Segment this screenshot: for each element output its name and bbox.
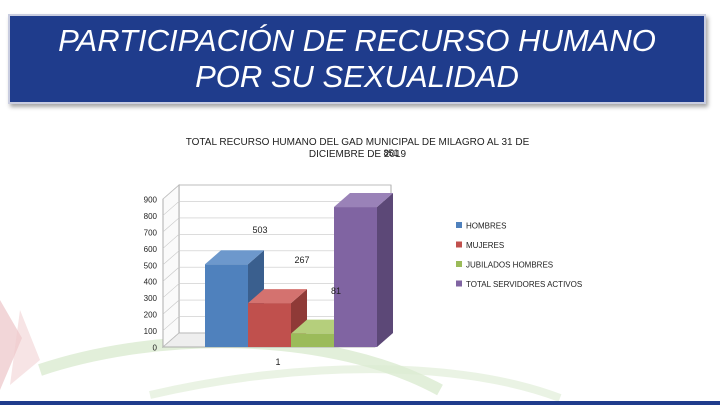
- y-tick-label: 100: [144, 327, 158, 336]
- slide-title-line-1: PARTICIPACIÓN DE RECURSO HUMANO: [58, 23, 656, 58]
- gridline: [162, 299, 391, 315]
- legend-label: JUBILADOS HOMBRES: [466, 261, 553, 270]
- y-tick-label: 200: [144, 311, 158, 320]
- chart-title: TOTAL RECURSO HUMANO DEL GAD MUNICIPAL D…: [180, 137, 535, 161]
- chart-title-line-2: DICIEMBRE DE 2019: [308, 149, 407, 160]
- gridline: [162, 316, 391, 331]
- chart-side-wall: [162, 184, 180, 348]
- legend-swatch: [456, 241, 462, 248]
- y-tick-label: 900: [144, 196, 158, 205]
- bar-top: [248, 289, 307, 304]
- legend-swatch: [456, 280, 462, 287]
- bar-top: [205, 250, 264, 265]
- data-label: 81: [331, 286, 341, 296]
- gridline: [162, 234, 391, 249]
- legend-swatch: [456, 222, 462, 228]
- bar: [334, 207, 377, 347]
- bar-side: [377, 193, 393, 347]
- y-tick-label: 800: [144, 212, 158, 221]
- slide-title-banner: PARTICIPACIÓN DE RECURSO HUMANO POR SU S…: [8, 14, 706, 104]
- bar: [205, 264, 248, 347]
- data-label: 503: [252, 225, 267, 235]
- bar-top: [334, 193, 393, 208]
- gridline: [162, 250, 391, 266]
- data-label: 267: [294, 255, 309, 265]
- data-label: 851: [383, 148, 398, 158]
- legend-label: MUJERES: [466, 241, 504, 250]
- y-tick-label: 300: [144, 294, 158, 303]
- gridline: [162, 283, 391, 298]
- bar: [291, 333, 334, 347]
- gridline: [162, 184, 391, 200]
- bar: [248, 303, 291, 347]
- y-tick-label: 600: [144, 245, 158, 254]
- data-label: 1: [275, 357, 280, 367]
- legend-label: TOTAL SERVIDORES ACTIVOS: [466, 280, 582, 289]
- chart-title-line-1: TOTAL RECURSO HUMANO DEL GAD MUNICIPAL D…: [185, 137, 530, 148]
- y-tick-label: 500: [144, 261, 158, 270]
- y-tick-label: 700: [144, 228, 158, 237]
- gridline: [162, 201, 391, 216]
- gridline: [162, 266, 391, 282]
- y-tick-label: 400: [144, 278, 158, 287]
- slide-title-line-2: POR SU SEXUALIDAD: [195, 59, 519, 94]
- bottom-rule: [0, 401, 720, 405]
- legend-swatch: [456, 261, 462, 267]
- legend-label: HOMBRES: [466, 222, 506, 231]
- gridline: [162, 217, 391, 233]
- y-tick-label: 0: [153, 344, 158, 353]
